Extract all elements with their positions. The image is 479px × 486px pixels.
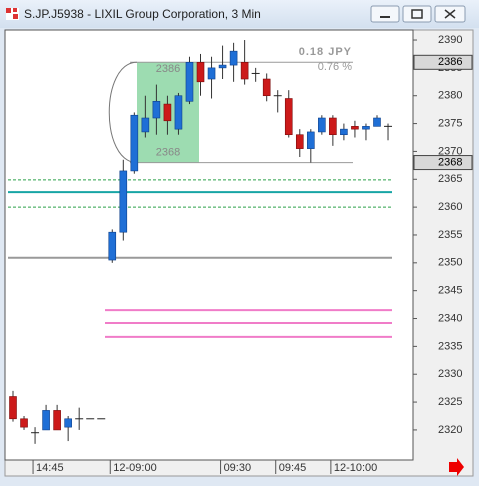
candle-body: [240, 62, 249, 80]
candle-body: [340, 128, 348, 136]
minimize-button[interactable]: [370, 5, 400, 23]
candle-body: [207, 67, 216, 80]
candle-body: [329, 117, 337, 136]
candle-body: [9, 396, 17, 420]
y-tick-label: 2340: [438, 312, 462, 324]
y-tick-label: 2370: [438, 145, 462, 157]
measure-change: 0.18 JPY: [299, 46, 352, 58]
y-tick-label: 2330: [438, 368, 462, 380]
maximize-button[interactable]: [402, 5, 432, 23]
y-tick-label: 2350: [438, 257, 462, 269]
candle-body: [141, 117, 150, 133]
candle-body: [163, 103, 172, 122]
candle-body: [295, 134, 304, 149]
y-tick-label: 2380: [438, 90, 462, 102]
candle-body: [108, 231, 117, 261]
price-marker: [413, 54, 473, 70]
y-tick-label: 2390: [438, 34, 462, 46]
candle-body: [42, 410, 50, 431]
candle-body: [20, 418, 28, 428]
candle-body: [307, 131, 315, 149]
candle-body: [174, 95, 183, 130]
candle-body: [373, 117, 381, 127]
candle-body: [362, 126, 370, 130]
app-icon: [6, 8, 19, 20]
y-tick-label: 2365: [438, 173, 462, 185]
candle-body: [185, 62, 194, 102]
candle-body: [351, 126, 359, 130]
y-tick-label: 2360: [438, 201, 462, 213]
candle-body: [229, 50, 238, 66]
candle-body: [53, 410, 61, 431]
measure-percent: 0.76 %: [318, 61, 352, 73]
y-tick-label: 2355: [438, 229, 462, 241]
measure-high-label: 2386: [156, 63, 180, 75]
candle-body: [284, 98, 293, 136]
y-tick-label: 2335: [438, 340, 462, 352]
candle-body: [64, 418, 72, 428]
candle-body: [262, 78, 271, 97]
x-tick-label: 12-09:00: [113, 462, 156, 474]
plot-area: [4, 29, 414, 461]
scroll-arrow[interactable]: [449, 458, 464, 476]
candle-body: [152, 100, 161, 119]
price-marker-label: 2386: [438, 56, 462, 68]
candle-body: [119, 170, 128, 233]
y-tick-label: 2325: [438, 396, 462, 408]
x-tick-label: 14:45: [36, 462, 64, 474]
candle-body: [196, 62, 205, 83]
candle-body: [218, 64, 227, 69]
price-marker: [413, 155, 473, 171]
candle-body: [318, 117, 326, 133]
price-marker-label: 2368: [438, 156, 462, 168]
y-tick-label: 2375: [438, 117, 462, 129]
measure-low-label: 2368: [156, 146, 180, 158]
y-tick-label: 2345: [438, 285, 462, 297]
x-tick-label: 12-10:00: [334, 462, 377, 474]
x-tick-label: 09:30: [224, 462, 252, 474]
y-tick-label: 2320: [438, 424, 462, 436]
candle-body: [130, 114, 139, 172]
measure-arc: [108, 61, 138, 164]
x-tick-label: 09:45: [279, 462, 307, 474]
window-title: S.JP.J5938 - LIXIL Group Corporation, 3 …: [24, 7, 261, 21]
window-buttons[interactable]: [370, 5, 466, 23]
